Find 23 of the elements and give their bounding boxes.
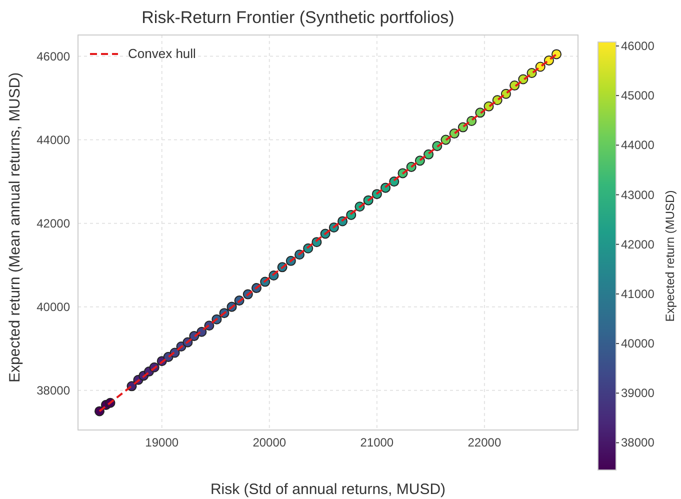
color-bar-label: 38000 bbox=[621, 436, 655, 450]
y-tick-label: 46000 bbox=[36, 50, 70, 64]
x-tick-label: 20000 bbox=[252, 436, 286, 450]
color-bar-title: Expected return (MUSD) bbox=[663, 190, 677, 322]
color-bar-label: 40000 bbox=[621, 336, 655, 351]
color-bar-label: 46000 bbox=[621, 38, 655, 53]
color-bar-label: 45000 bbox=[621, 88, 655, 103]
x-tick-label: 22000 bbox=[468, 436, 502, 450]
color-bar-label: 43000 bbox=[621, 188, 655, 202]
chart-title: Risk-Return Frontier (Synthetic portfolios) bbox=[140, 8, 456, 28]
x-tick-label: 19000 bbox=[145, 436, 179, 450]
y-tick-label: 40000 bbox=[36, 300, 70, 314]
color-bar-label: 42000 bbox=[621, 237, 655, 252]
color-bar-label: 39000 bbox=[621, 386, 655, 400]
x-axis-title: Risk (Std of annual returns, MUSD) bbox=[210, 481, 446, 498]
color-bar-label: 44000 bbox=[621, 138, 655, 152]
y-tick-label: 38000 bbox=[36, 384, 70, 398]
y-tick-label: 44000 bbox=[36, 133, 70, 148]
y-tick-label: 42000 bbox=[36, 216, 70, 231]
x-tick-label: 21000 bbox=[360, 436, 394, 450]
legend-label: Convex hull bbox=[128, 46, 196, 61]
color-bar-label: 41000 bbox=[621, 286, 655, 301]
y-axis-title: Expected return (Mean annual returns, MUSD) bbox=[6, 72, 24, 382]
